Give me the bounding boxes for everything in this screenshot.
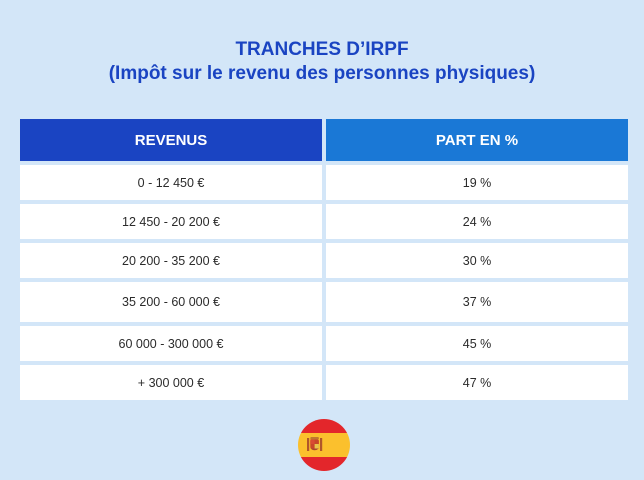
page-title: TRANCHES D’IRPF (Impôt sur le revenu des…: [0, 38, 644, 86]
table-row: 60 000 - 300 000 € 45 %: [20, 326, 628, 361]
cell-part: 37 %: [326, 282, 628, 322]
cell-revenus: 12 450 - 20 200 €: [20, 204, 322, 239]
table-row: 20 200 - 35 200 € 30 %: [20, 243, 628, 278]
cell-revenus: 60 000 - 300 000 €: [20, 326, 322, 361]
cell-part: 30 %: [326, 243, 628, 278]
spain-flag-graphic: [298, 419, 350, 471]
table-row: 35 200 - 60 000 € 37 %: [20, 282, 628, 322]
table-row: 12 450 - 20 200 € 24 %: [20, 204, 628, 239]
table-row: 0 - 12 450 € 19 %: [20, 165, 628, 200]
header-revenus: REVENUS: [20, 119, 322, 161]
table-header: REVENUS PART EN %: [20, 119, 628, 161]
title-line-2: (Impôt sur le revenu des personnes physi…: [108, 63, 536, 84]
coat-of-arms-icon: [307, 437, 323, 451]
cell-revenus: + 300 000 €: [20, 365, 322, 400]
title-line-1: TRANCHES D’IRPF: [235, 39, 409, 60]
cell-part: 19 %: [326, 165, 628, 200]
table-row: + 300 000 € 47 %: [20, 365, 628, 400]
cell-revenus: 0 - 12 450 €: [20, 165, 322, 200]
header-part: PART EN %: [326, 119, 628, 161]
spain-flag-icon: [298, 419, 350, 471]
cell-part: 47 %: [326, 365, 628, 400]
cell-revenus: 35 200 - 60 000 €: [20, 282, 322, 322]
cell-part: 45 %: [326, 326, 628, 361]
cell-revenus: 20 200 - 35 200 €: [20, 243, 322, 278]
tax-brackets-table: REVENUS PART EN % 0 - 12 450 € 19 % 12 4…: [20, 119, 628, 400]
cell-part: 24 %: [326, 204, 628, 239]
